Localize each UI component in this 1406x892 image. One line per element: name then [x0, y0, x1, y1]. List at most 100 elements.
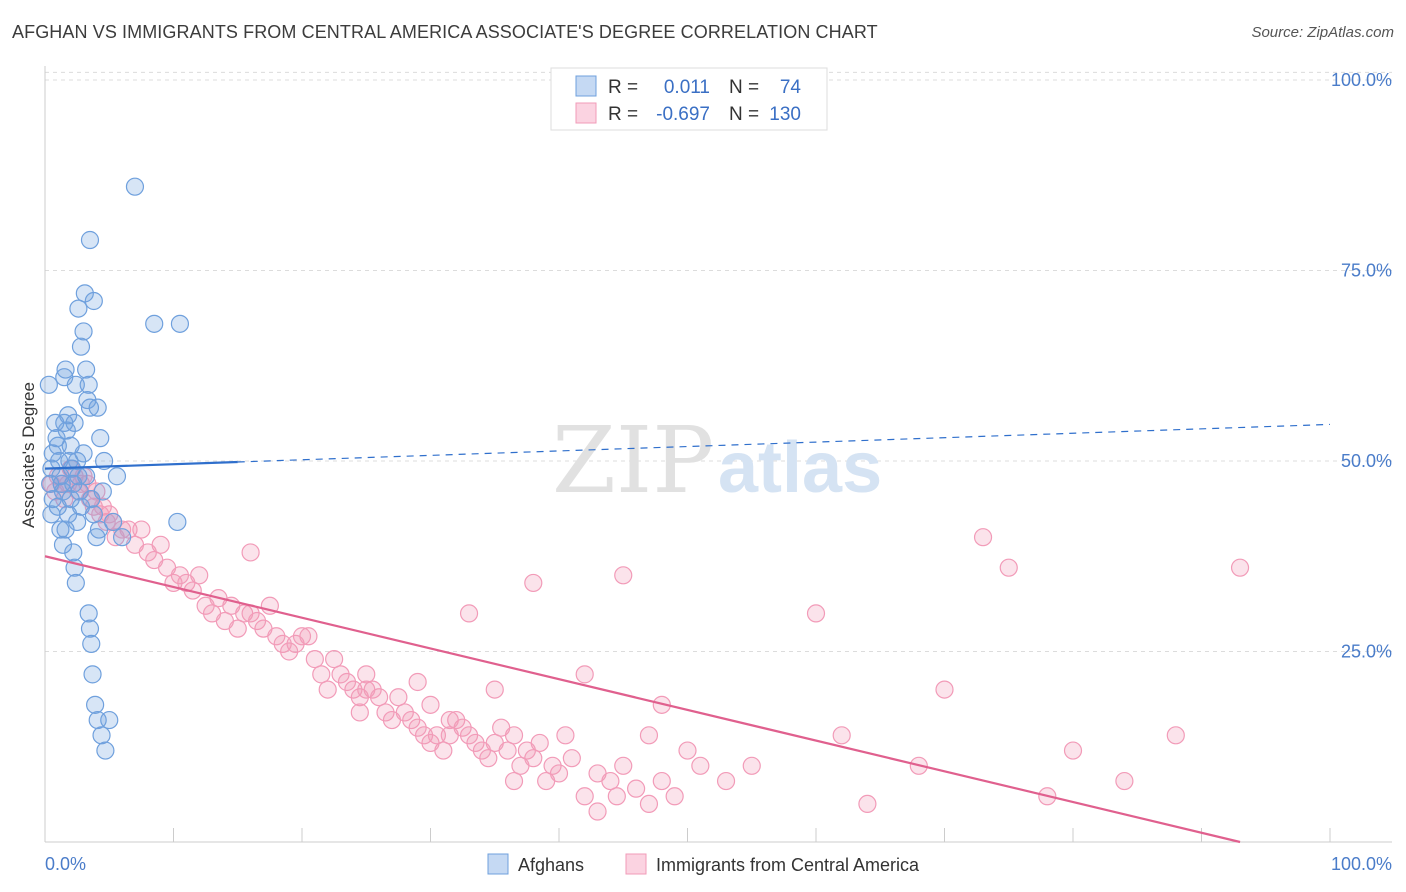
y-tick-labels: 25.0% 50.0% 75.0% 100.0%	[1331, 70, 1392, 662]
y-tick-label: 25.0%	[1341, 642, 1392, 662]
afghan-point	[83, 665, 102, 684]
immigrant-point	[575, 787, 594, 806]
afghans-trend-dashed	[237, 423, 1331, 463]
afghan-point	[56, 360, 75, 379]
immigrant-point	[344, 680, 363, 699]
afghan-point	[77, 467, 96, 486]
immigrant-point	[170, 566, 190, 585]
immigrant-point	[562, 749, 581, 768]
afghan-point	[74, 322, 93, 341]
immigrant-point	[1230, 558, 1250, 577]
immigrant-point	[267, 627, 286, 646]
x-tick-label-max: 100.0%	[1331, 854, 1392, 874]
afghans-trend-solid	[44, 460, 238, 470]
immigrant-point	[575, 665, 594, 684]
immigrant-point	[292, 627, 312, 646]
afghan-point	[125, 177, 145, 196]
immigrant-point	[485, 680, 504, 699]
legend-r-label-1: R =	[608, 77, 638, 98]
immigrant-point	[614, 566, 633, 585]
afghan-point	[107, 467, 127, 486]
afghan-point	[84, 505, 103, 524]
immigrant-point	[639, 794, 659, 814]
immigrant-point	[280, 642, 299, 661]
legend-n-label-2: N =	[729, 104, 759, 125]
afghan-point	[80, 230, 100, 250]
immigrant-point	[607, 787, 626, 806]
immigrants-trend-line	[44, 555, 1241, 844]
bottom-legend-label-immigrants: Immigrants from Central America	[656, 855, 920, 875]
afghan-point	[89, 520, 109, 539]
afghan-point	[48, 436, 67, 455]
immigrant-point	[427, 726, 447, 745]
immigrant-point	[806, 604, 826, 623]
immigrant-point	[742, 756, 761, 775]
immigrant-point	[241, 543, 260, 562]
legend-n-value-2: 130	[769, 104, 801, 125]
immigrant-point	[331, 665, 350, 684]
afghan-point	[66, 375, 85, 394]
legend-r-value-1: 0.011	[664, 77, 710, 98]
axes	[44, 66, 1392, 843]
immigrant-point	[524, 749, 543, 768]
afghan-point	[68, 512, 87, 532]
immigrant-point	[408, 672, 427, 692]
immigrant-point	[402, 710, 421, 730]
immigrant-point	[389, 688, 408, 707]
afghan-point	[64, 543, 83, 562]
legend-swatch-afghans	[575, 75, 597, 97]
immigrant-point	[337, 672, 357, 692]
gridlines	[45, 71, 1392, 652]
afghan-point	[47, 429, 66, 448]
afghan-point	[88, 398, 107, 417]
chart-title: AFGHAN VS IMMIGRANTS FROM CENTRAL AMERIC…	[12, 22, 878, 42]
immigrant-point	[132, 520, 151, 539]
immigrant-point	[1166, 726, 1185, 745]
immigrant-point	[357, 680, 376, 699]
immigrant-point	[588, 802, 607, 821]
afghan-point	[59, 406, 78, 425]
afghan-point	[168, 512, 187, 532]
legend-n-value-1: 74	[780, 77, 802, 98]
immigrant-point	[312, 665, 331, 684]
immigrant-point	[350, 703, 369, 722]
immigrant-point	[414, 726, 434, 745]
x-tick-labels: 0.0% 100.0%	[45, 854, 1392, 874]
afghan-point	[170, 314, 190, 333]
y-tick-label: 75.0%	[1341, 261, 1392, 281]
immigrant-point	[318, 680, 337, 699]
immigrant-point	[299, 627, 318, 646]
afghan-point	[69, 299, 88, 318]
bottom-legend-swatch-immigrants	[625, 853, 647, 875]
afghan-point	[79, 604, 98, 623]
immigrant-point	[1115, 771, 1134, 791]
immigrant-point	[973, 528, 993, 547]
immigrant-point	[524, 573, 543, 593]
source-label: Source: ZipAtlas.com	[1251, 24, 1394, 41]
immigrant-point	[652, 771, 671, 791]
immigrant-point	[716, 771, 736, 791]
afghan-point	[39, 375, 58, 394]
afghan-point	[93, 482, 112, 501]
immigrant-point	[832, 726, 851, 745]
immigrant-point	[440, 710, 459, 730]
trend-lines	[44, 423, 1331, 844]
afghan-point	[112, 528, 132, 547]
bottom-legend-swatch-afghans	[487, 853, 509, 875]
watermark-atlas: atlas	[718, 428, 882, 508]
legend-r-value-2: -0.697	[656, 104, 710, 125]
immigrant-point	[119, 520, 138, 539]
immigrant-point	[434, 741, 453, 760]
immigrant-point	[665, 787, 684, 806]
watermark-zip: ZIP	[552, 407, 714, 514]
afghan-point	[92, 726, 111, 745]
immigrant-point	[273, 634, 292, 653]
immigrant-point	[357, 665, 376, 684]
series-immigrants-points	[42, 459, 1250, 821]
watermark: ZIP atlas	[552, 407, 882, 514]
y-axis-label: Associate's Degree	[19, 382, 38, 528]
afghan-point	[96, 741, 115, 760]
correlation-legend: R = 0.011 N = 74 R = -0.697 N = 130	[550, 67, 828, 131]
immigrant-point	[543, 756, 562, 775]
immigrant-point	[858, 794, 877, 814]
